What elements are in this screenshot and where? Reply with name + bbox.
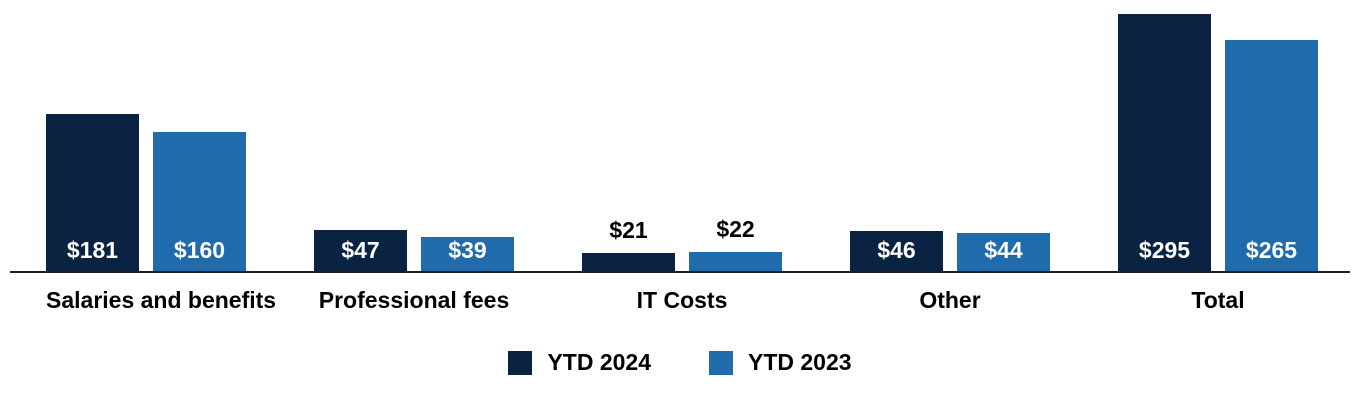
value-label: $181 [66, 237, 119, 263]
category-label-salaries-and-benefits: Salaries and benefits [46, 287, 277, 313]
bar-ytd-2023-professional-fees: $39 [421, 237, 514, 271]
category-label-it-costs: IT Costs [636, 287, 728, 313]
bar-ytd-2023-total: $265 [1225, 40, 1318, 271]
value-label: $47 [341, 237, 380, 263]
legend-label: YTD 2024 [547, 349, 651, 375]
legend: YTD 2024 YTD 2023 [0, 349, 1360, 376]
bar-ytd-2024-salaries-and-benefits: $181 [46, 114, 139, 271]
x-axis-line [10, 271, 1350, 273]
value-label: $22 [716, 216, 755, 242]
bar-ytd-2023-other: $44 [957, 233, 1050, 271]
value-label: $39 [448, 237, 487, 263]
legend-label: YTD 2023 [748, 349, 852, 375]
category-label-other: Other [919, 287, 981, 313]
bar-group-professional-fees: $47 $39 [314, 0, 514, 271]
category-label-professional-fees: Professional fees [318, 287, 510, 313]
bar-group-it-costs: $21 $22 [582, 0, 782, 271]
legend-swatch-ytd-2024 [508, 350, 533, 375]
plot-area: $181 $160 $47 $39 $21 $22 $46 $44 $295 $265 [46, 0, 1318, 271]
value-label: $44 [984, 237, 1023, 263]
bar-group-total: $295 $265 [1118, 0, 1318, 271]
value-label: $160 [173, 237, 226, 263]
category-label-total: Total [1191, 287, 1245, 313]
bar-ytd-2023-it-costs: $22 [689, 216, 782, 271]
value-label: $21 [609, 217, 648, 243]
bar-ytd-2023-salaries-and-benefits: $160 [153, 132, 246, 271]
category-row: Salaries and benefits Professional fees IT… [0, 287, 1360, 314]
legend-swatch-ytd-2023 [709, 350, 733, 375]
bar-ytd-2024-it-costs: $21 [582, 217, 675, 271]
value-label: $295 [1138, 237, 1191, 263]
legend-item-ytd-2023: YTD 2023 [709, 349, 852, 376]
bar-group-other: $46 $44 [850, 0, 1050, 271]
bar-group-salaries-and-benefits: $181 $160 [46, 0, 246, 271]
legend-item-ytd-2024: YTD 2024 [508, 349, 651, 376]
bar-ytd-2024-total: $295 [1118, 14, 1211, 271]
value-label: $46 [877, 237, 916, 263]
bar-ytd-2024-other: $46 [850, 231, 943, 271]
value-label: $265 [1245, 237, 1298, 263]
bar-ytd-2024-professional-fees: $47 [314, 230, 407, 271]
